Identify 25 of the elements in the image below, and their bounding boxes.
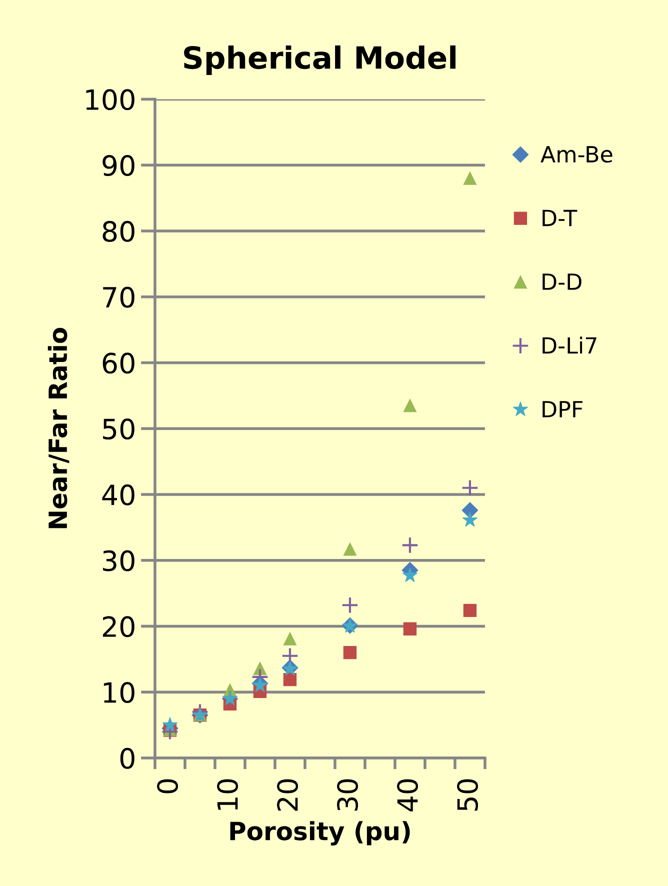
- x-tick-label: 40: [397, 779, 418, 812]
- legend-label: Am-Be: [540, 146, 612, 163]
- y-tick-label: 20: [102, 616, 134, 638]
- y-tick-label: 90: [102, 155, 134, 176]
- x-tick-label: 10: [217, 779, 238, 810]
- y-tick-label: 70: [103, 286, 134, 308]
- legend-label: DPF: [542, 401, 582, 418]
- x-tick-label: 30: [337, 779, 358, 811]
- y-tick-label: 0: [120, 748, 134, 769]
- x-tick-label: 0: [157, 779, 178, 794]
- legend-label: D-Li7: [542, 336, 596, 354]
- y-tick-label: 60: [102, 352, 134, 374]
- y-tick-label: 30: [102, 550, 134, 572]
- y-tick-label: 50: [103, 418, 134, 440]
- y-tick-label: 80: [102, 220, 134, 242]
- y-axis-title: Near/Far Ratio: [48, 328, 70, 528]
- y-tick-label: 100: [86, 89, 134, 110]
- x-axis-title: Porosity (pu): [230, 821, 410, 846]
- legend-label: D-D: [542, 274, 582, 290]
- chart-title: Spherical Model: [184, 45, 456, 76]
- legend-label: D-T: [542, 210, 578, 226]
- x-tick-label: 20: [277, 779, 298, 811]
- x-tick-label: 50: [457, 779, 478, 811]
- y-tick-label: 40: [102, 484, 134, 506]
- y-tick-label: 10: [104, 682, 134, 704]
